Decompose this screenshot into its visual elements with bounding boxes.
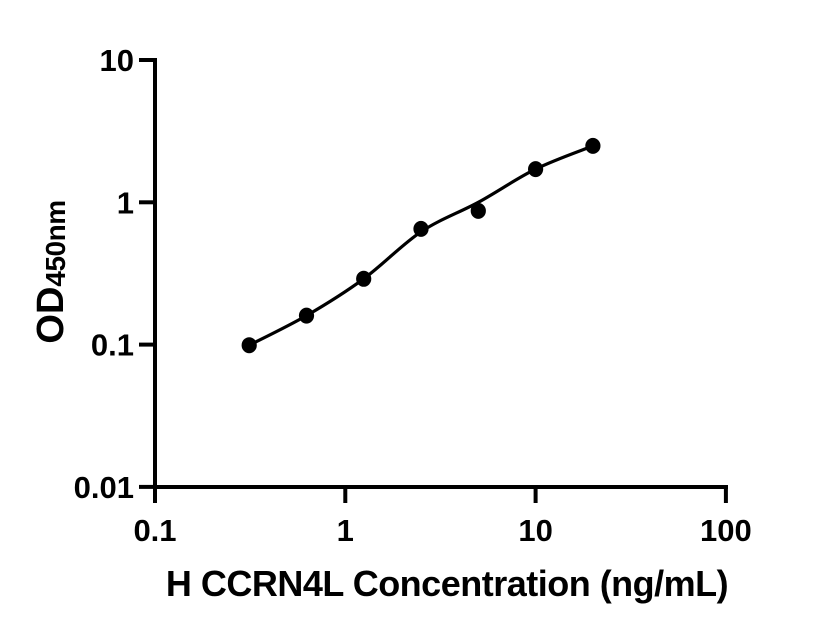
data-point-marker [470, 202, 486, 219]
data-point-marker [413, 220, 429, 237]
x-tick-label: 0.1 [133, 513, 176, 548]
y-tick-label: 0.1 [91, 328, 134, 363]
data-point-marker [356, 270, 372, 287]
y-tick-label: 0.01 [74, 470, 134, 505]
data-point-marker [241, 337, 257, 354]
data-point-marker [298, 307, 315, 324]
x-tick-label: 10 [518, 513, 552, 548]
x-axis-title: H CCRN4L Concentration (ng/mL) [165, 563, 729, 604]
y-axis-title-main: OD [30, 286, 72, 344]
y-axis-title-subscript: 450nm [40, 200, 71, 287]
x-tick-label: 100 [700, 513, 752, 548]
data-point-marker [528, 161, 544, 178]
x-tick-label: 1 [337, 513, 354, 548]
y-tick-label: 1 [117, 185, 134, 220]
data-point-marker [585, 137, 601, 154]
y-tick-label: 10 [100, 43, 134, 78]
y-axis-title: OD450nm [30, 200, 72, 344]
